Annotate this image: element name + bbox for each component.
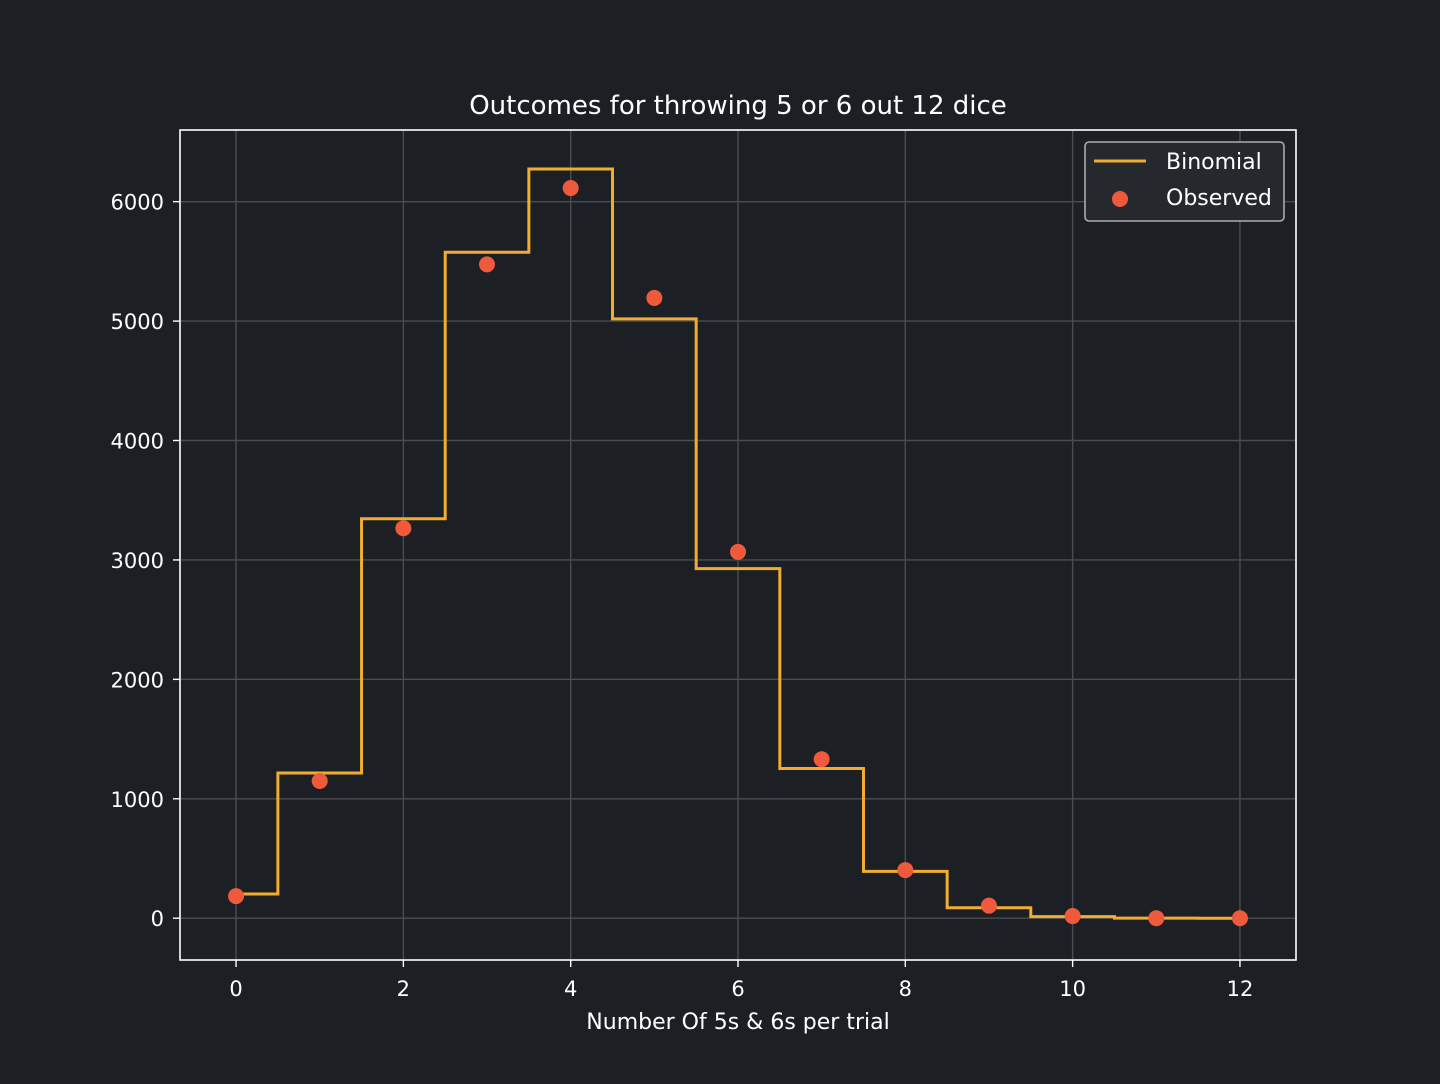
observed-point bbox=[1064, 908, 1081, 925]
x-axis-label: Number Of 5s & 6s per trial bbox=[586, 1010, 889, 1035]
observed-point bbox=[395, 520, 412, 537]
legend: Binomial Observed bbox=[1084, 141, 1285, 222]
observed-point bbox=[1148, 910, 1165, 927]
y-tick-label: 1000 bbox=[111, 788, 164, 812]
x-tick-label: 2 bbox=[397, 977, 410, 1001]
grid-layer bbox=[180, 130, 1296, 960]
observed-point bbox=[479, 256, 496, 273]
y-tick-label: 2000 bbox=[111, 668, 164, 692]
x-tick-label: 4 bbox=[564, 977, 577, 1001]
y-tick-label: 0 bbox=[151, 907, 164, 931]
legend-observed-swatch bbox=[1112, 191, 1128, 207]
observed-point bbox=[311, 772, 328, 789]
observed-point bbox=[562, 180, 579, 197]
chart-title: Outcomes for throwing 5 or 6 out 12 dice bbox=[469, 91, 1007, 121]
observed-point bbox=[980, 897, 997, 914]
legend-observed-label: Observed bbox=[1166, 186, 1272, 211]
legend-binomial-label: Binomial bbox=[1166, 150, 1262, 175]
y-tick-label: 3000 bbox=[111, 549, 164, 573]
y-tick-label: 5000 bbox=[111, 310, 164, 334]
ticks-layer: 0 2 4 6 8 10 12 0 1000 2000 3000 4000 5000 6000 bbox=[111, 191, 1254, 1001]
x-tick-label: 6 bbox=[731, 977, 744, 1001]
y-tick-label: 4000 bbox=[111, 430, 164, 454]
observed-point bbox=[813, 751, 830, 768]
observed-point bbox=[1231, 910, 1248, 927]
y-tick-label: 6000 bbox=[111, 191, 164, 215]
x-tick-label: 8 bbox=[899, 977, 912, 1001]
observed-point bbox=[730, 543, 746, 560]
series-layer bbox=[228, 167, 1248, 927]
x-tick-label: 10 bbox=[1059, 977, 1086, 1001]
observed-point bbox=[646, 289, 663, 306]
x-tick-label: 12 bbox=[1227, 977, 1254, 1001]
binomial-step-line bbox=[236, 167, 1240, 920]
observed-point bbox=[897, 862, 914, 879]
x-tick-label: 0 bbox=[229, 977, 242, 1001]
observed-point bbox=[228, 888, 245, 905]
